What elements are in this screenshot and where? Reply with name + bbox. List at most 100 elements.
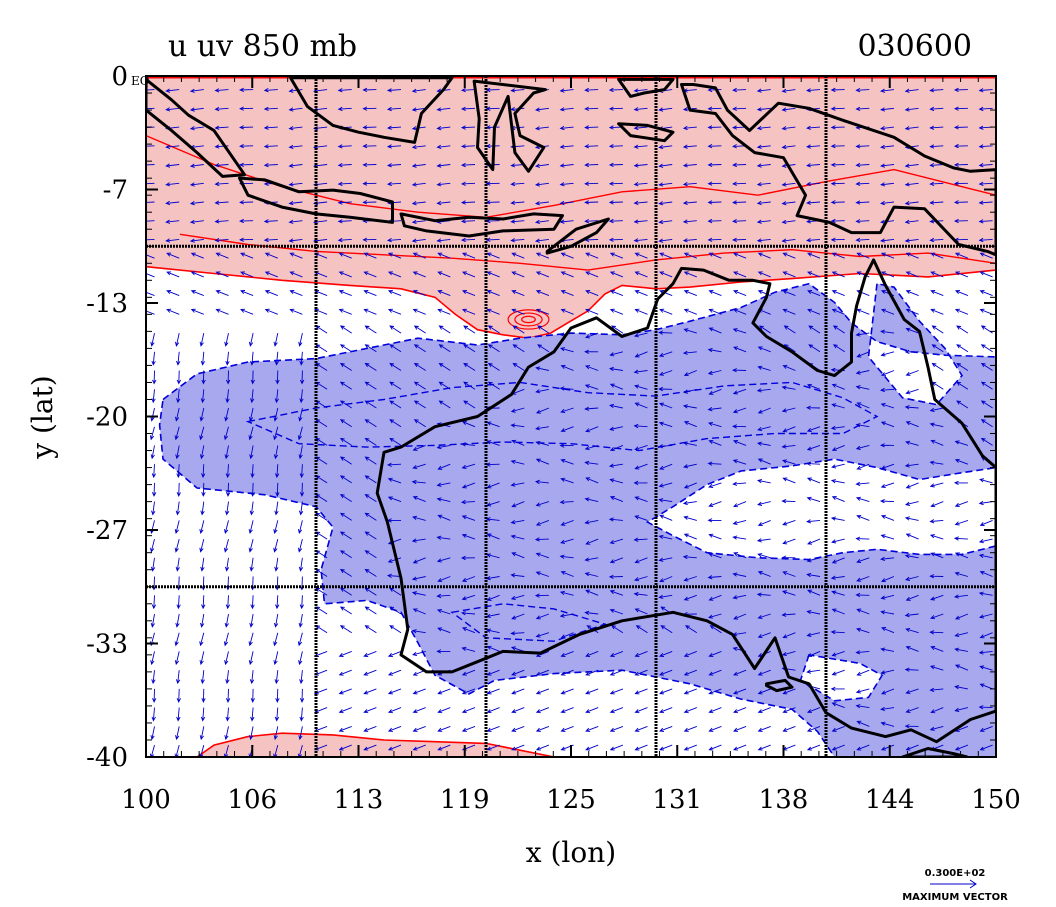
max-vector-legend: 0.300E+02 MAXIMUM VECTOR bbox=[902, 868, 1008, 903]
wind-vector bbox=[954, 664, 969, 671]
wind-vector bbox=[363, 669, 377, 676]
wind-vector bbox=[461, 482, 476, 489]
wind-vector bbox=[559, 347, 574, 353]
wind-vector bbox=[534, 126, 549, 131]
wind-vector bbox=[831, 557, 845, 564]
wind-vector bbox=[806, 461, 821, 466]
wind-vector bbox=[732, 572, 747, 577]
wind-vector bbox=[682, 500, 697, 506]
wind-vector bbox=[978, 163, 993, 168]
wind-vector bbox=[511, 613, 525, 620]
wind-vector bbox=[363, 744, 377, 751]
wind-vector bbox=[585, 650, 599, 657]
wind-vector bbox=[683, 441, 697, 446]
wind-vector bbox=[174, 407, 180, 422]
wind-vector bbox=[633, 88, 648, 93]
wind-vector bbox=[200, 707, 206, 722]
wind-vector bbox=[683, 370, 697, 377]
wind-vector bbox=[929, 519, 944, 524]
wind-vector bbox=[905, 252, 919, 259]
wind-vector bbox=[337, 144, 352, 149]
wind-vector bbox=[682, 182, 697, 187]
wind-vector bbox=[880, 463, 895, 470]
wind-vector bbox=[683, 707, 697, 714]
wind-vector bbox=[288, 182, 303, 187]
wind-vector bbox=[387, 650, 402, 657]
wind-vector bbox=[732, 237, 747, 243]
wind-vector bbox=[189, 163, 204, 168]
wind-vector bbox=[560, 252, 574, 259]
wind-vector bbox=[339, 344, 352, 353]
chart-title-right: 030600 bbox=[857, 29, 972, 64]
wind-vector bbox=[436, 593, 451, 599]
wind-vector bbox=[461, 463, 476, 470]
wind-vector bbox=[389, 362, 402, 371]
wind-vector bbox=[978, 237, 993, 243]
wind-vector bbox=[560, 477, 574, 484]
wind-vector bbox=[239, 125, 254, 130]
wind-vector bbox=[781, 88, 796, 93]
wind-vector bbox=[929, 594, 944, 601]
wind-vector bbox=[953, 106, 968, 111]
wind-vector bbox=[461, 252, 476, 259]
wind-vector bbox=[808, 325, 821, 334]
wind-vector bbox=[682, 125, 697, 131]
wind-vector bbox=[782, 688, 796, 695]
wind-vector bbox=[732, 162, 747, 168]
wind-vector bbox=[174, 632, 180, 647]
wind-vector bbox=[559, 500, 574, 505]
wind-vector bbox=[263, 88, 278, 93]
wind-vector bbox=[609, 478, 624, 484]
wind-vector bbox=[461, 308, 476, 315]
wind-vector bbox=[559, 125, 574, 131]
wind-vector bbox=[953, 181, 968, 186]
wind-vector bbox=[756, 125, 771, 131]
wind-vector bbox=[904, 405, 919, 410]
wind-vector bbox=[757, 725, 771, 732]
wind-vector bbox=[633, 107, 648, 112]
wind-vector bbox=[460, 106, 476, 112]
x-tick-label: 100 bbox=[121, 785, 171, 815]
wind-vector bbox=[683, 650, 697, 657]
wind-vector bbox=[438, 381, 451, 390]
wind-vector bbox=[487, 344, 500, 353]
wind-vector bbox=[511, 501, 525, 508]
wind-vector bbox=[756, 107, 771, 112]
wind-vector bbox=[732, 407, 747, 414]
wind-vector bbox=[855, 162, 870, 168]
wind-vector bbox=[338, 725, 352, 732]
wind-vector bbox=[608, 106, 623, 111]
wind-vector bbox=[856, 463, 870, 470]
wind-vector bbox=[250, 595, 255, 610]
wind-vector bbox=[781, 219, 796, 225]
wind-vector bbox=[273, 407, 279, 422]
wind-vector bbox=[707, 125, 722, 130]
wind-vector bbox=[363, 725, 377, 732]
wind-vector bbox=[387, 557, 402, 563]
wind-vector bbox=[930, 308, 944, 315]
wind-vector bbox=[274, 707, 280, 722]
wind-vector bbox=[929, 407, 944, 413]
x-tick-label: 106 bbox=[227, 785, 277, 815]
wind-vector bbox=[174, 333, 180, 347]
wind-vector bbox=[224, 557, 230, 572]
wind-vector bbox=[487, 325, 500, 334]
wind-vector bbox=[980, 437, 993, 446]
wind-vector bbox=[905, 688, 919, 695]
wind-vector bbox=[436, 482, 451, 487]
wind-vector bbox=[633, 332, 648, 338]
wind-vector bbox=[831, 308, 845, 315]
wind-vector bbox=[166, 290, 180, 297]
wind-vector bbox=[225, 389, 230, 404]
wind-vector bbox=[463, 362, 476, 371]
wind-vector bbox=[830, 143, 845, 149]
wind-vector bbox=[978, 88, 993, 93]
wind-vector bbox=[856, 351, 870, 358]
wind-vector bbox=[585, 688, 599, 695]
wind-vector bbox=[880, 144, 895, 150]
wind-vector bbox=[634, 252, 648, 259]
wind-vector bbox=[904, 667, 919, 672]
wind-vector bbox=[931, 344, 944, 353]
wind-vector bbox=[223, 426, 229, 441]
wind-vector bbox=[633, 423, 648, 429]
